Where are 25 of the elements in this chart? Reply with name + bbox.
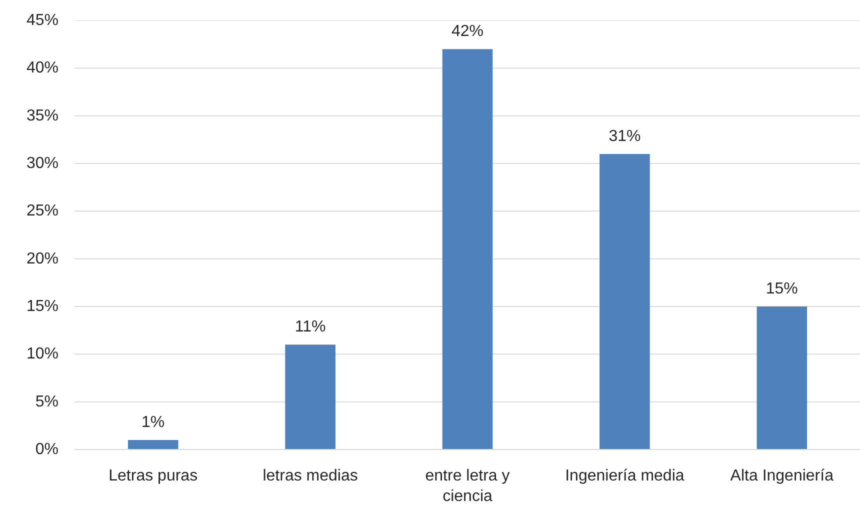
- y-tick-label: 0%: [35, 441, 58, 458]
- data-label: 1%: [142, 414, 165, 431]
- data-label: 42%: [451, 23, 484, 40]
- y-tick-label: 15%: [26, 298, 59, 315]
- x-tick-label: Letras puras: [108, 468, 198, 484]
- y-tick-label: 40%: [26, 60, 59, 77]
- data-label: 31%: [608, 128, 641, 145]
- y-tick-label: 30%: [26, 155, 59, 172]
- y-tick-label: 5%: [35, 393, 58, 410]
- bar: [600, 154, 650, 450]
- x-tick-label: letras medias: [262, 468, 358, 484]
- y-tick-label: 20%: [26, 250, 59, 268]
- x-tick-label: entre letra y ciencia: [425, 468, 510, 505]
- y-tick-label: 10%: [26, 346, 59, 363]
- data-label: 11%: [294, 318, 326, 336]
- x-tick-label: Alta Ingeniería: [730, 468, 834, 484]
- y-tick-label: 35%: [26, 107, 59, 124]
- y-tick-label: 45%: [26, 12, 59, 29]
- bar: [756, 306, 808, 450]
- bar: [128, 440, 178, 450]
- y-tick-label: 25%: [26, 202, 59, 220]
- x-tick-label: Ingeniería media: [565, 468, 684, 484]
- data-label: 15%: [766, 280, 798, 298]
- bar: [285, 344, 336, 450]
- bar: [442, 49, 493, 450]
